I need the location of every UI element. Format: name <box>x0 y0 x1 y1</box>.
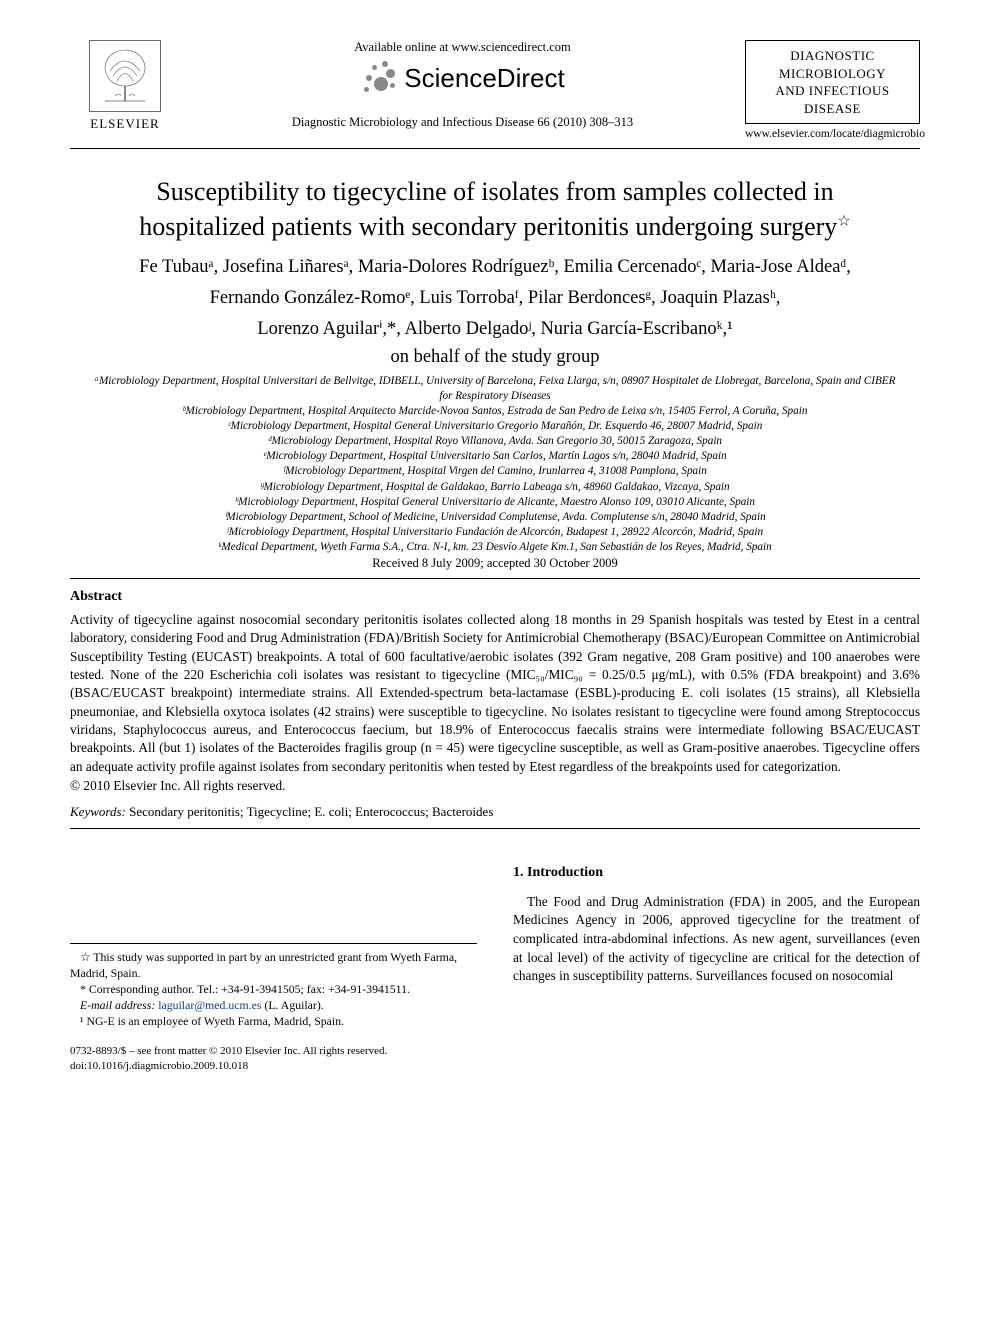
footnote-email: E-mail address: laguilar@med.ucm.es (L. … <box>70 998 477 1014</box>
footnote-1: ¹ NG-E is an employee of Wyeth Farma, Ma… <box>70 1014 477 1030</box>
article-title: Susceptibility to tigecycline of isolate… <box>100 174 890 244</box>
affiliation-h: ʰMicrobiology Department, Hospital Gener… <box>90 495 900 510</box>
affiliation-c: ᶜMicrobiology Department, Hospital Gener… <box>90 419 900 434</box>
affiliations-block: ᵃMicrobiology Department, Hospital Unive… <box>90 374 900 572</box>
affiliation-d: ᵈMicrobiology Department, Hospital Royo … <box>90 434 900 449</box>
authors-line-1: Fe Tubauᵃ, Josefina Liñaresᵃ, Maria-Dolo… <box>80 254 910 281</box>
abstract-heading: Abstract <box>70 589 920 605</box>
dates-line: Received 8 July 2009; accepted 30 Octobe… <box>90 555 900 572</box>
journal-line: AND INFECTIOUS <box>750 82 915 100</box>
affiliation-i: ⁱMicrobiology Department, School of Medi… <box>90 510 900 525</box>
affiliation-a: ᵃMicrobiology Department, Hospital Unive… <box>90 374 900 404</box>
title-star-icon: ☆ <box>837 214 850 230</box>
left-column: ☆ This study was supported in part by an… <box>70 863 477 1073</box>
elsevier-logo-block: ELSEVIER <box>70 40 180 132</box>
footnote-funding: ☆ This study was supported in part by an… <box>70 950 477 982</box>
rule-top <box>70 578 920 579</box>
journal-block: DIAGNOSTIC MICROBIOLOGY AND INFECTIOUS D… <box>745 40 920 140</box>
affiliation-b: ᵇMicrobiology Department, Hospital Arqui… <box>90 404 900 419</box>
elsevier-tree-icon <box>89 40 161 112</box>
journal-line: DISEASE <box>750 100 915 118</box>
elsevier-label: ELSEVIER <box>90 116 159 132</box>
affiliation-f: ᶠMicrobiology Department, Hospital Virge… <box>90 464 900 479</box>
center-header: Available online at www.sciencedirect.co… <box>180 40 745 130</box>
keywords-label: Keywords: <box>70 804 126 819</box>
affiliation-e: ᵉMicrobiology Department, Hospital Unive… <box>90 449 900 464</box>
authors-line-3: Lorenzo Aguilarⁱ,*, Alberto Delgadoʲ, Nu… <box>80 316 910 343</box>
intro-body: The Food and Drug Administration (FDA) i… <box>513 893 920 986</box>
footnotes-block: ☆ This study was supported in part by an… <box>70 943 477 1030</box>
issn-line: 0732-8893/$ – see front matter © 2010 El… <box>70 1044 477 1059</box>
affiliation-j: ʲMicrobiology Department, Hospital Unive… <box>90 525 900 540</box>
journal-line: MICROBIOLOGY <box>750 65 915 83</box>
abstract-copyright: © 2010 Elsevier Inc. All rights reserved… <box>70 778 920 794</box>
journal-url: www.elsevier.com/locate/diagmicrobio <box>745 128 920 140</box>
sciencedirect-text: ScienceDirect <box>404 63 564 94</box>
keywords-text: Secondary peritonitis; Tigecycline; E. c… <box>129 804 493 819</box>
rule-bottom <box>70 828 920 829</box>
affiliation-g: ᵍMicrobiology Department, Hospital de Ga… <box>90 480 900 495</box>
abstract-text: Activity of tigecycline against nosocomi… <box>70 612 920 774</box>
doi-line: doi:10.1016/j.diagmicrobio.2009.10.018 <box>70 1059 477 1074</box>
journal-line: DIAGNOSTIC <box>750 47 915 65</box>
citation-line: Diagnostic Microbiology and Infectious D… <box>190 115 735 130</box>
right-column: 1. Introduction The Food and Drug Admini… <box>513 863 920 1073</box>
study-group-line: on behalf of the study group <box>70 347 920 368</box>
page-root: ELSEVIER Available online at www.science… <box>0 0 990 1103</box>
two-column-region: ☆ This study was supported in part by an… <box>70 863 920 1073</box>
keywords-line: Keywords: Secondary peritonitis; Tigecyc… <box>70 804 920 820</box>
affiliation-k: ᵏMedical Department, Wyeth Farma S.A., C… <box>90 540 900 555</box>
email-link[interactable]: laguilar@med.ucm.es <box>158 998 261 1012</box>
email-tail: (L. Aguilar). <box>264 998 323 1012</box>
sciencedirect-dots-icon <box>360 59 398 97</box>
page-header: ELSEVIER Available online at www.science… <box>70 40 920 149</box>
intro-heading: 1. Introduction <box>513 863 920 883</box>
footnote-corresponding: * Corresponding author. Tel.: +34-91-394… <box>70 982 477 998</box>
title-text: Susceptibility to tigecycline of isolate… <box>139 177 837 241</box>
authors-line-2: Fernando González-Romoᵉ, Luis Torrobaᶠ, … <box>80 285 910 312</box>
available-online-text: Available online at www.sciencedirect.co… <box>190 40 735 55</box>
email-label: E-mail address: <box>80 998 155 1012</box>
journal-title-box: DIAGNOSTIC MICROBIOLOGY AND INFECTIOUS D… <box>745 40 920 124</box>
sciencedirect-logo: ScienceDirect <box>360 59 564 97</box>
abstract-body: Activity of tigecycline against nosocomi… <box>70 611 920 776</box>
